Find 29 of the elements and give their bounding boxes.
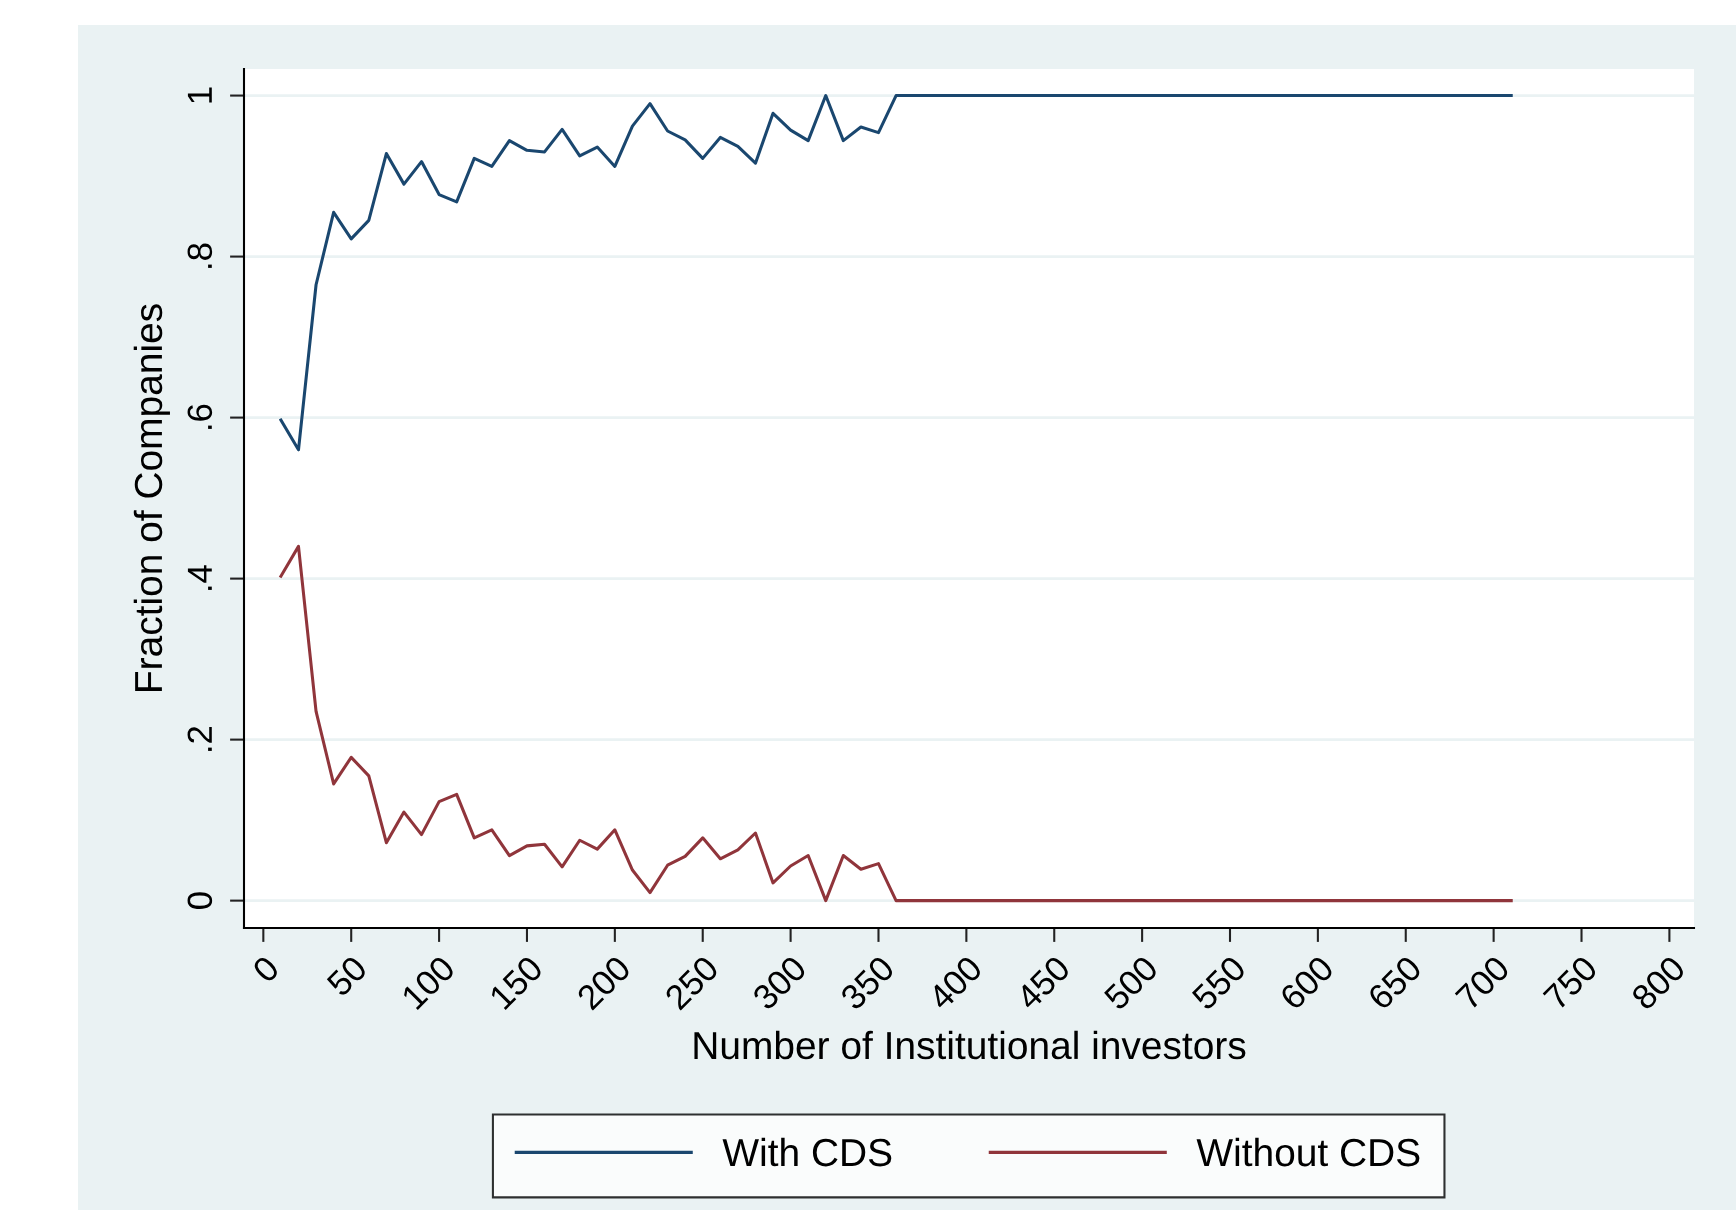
x-tick-label: 500 [1102, 954, 1160, 1012]
y-tick-label: .6 [187, 404, 213, 429]
x-tick-label: 800 [1630, 954, 1687, 1011]
x-tick-label: 50 [325, 954, 369, 998]
y-tick-label: 1 [187, 87, 212, 103]
x-tick-label: 250 [663, 954, 720, 1011]
x-tick-label: 350 [839, 954, 896, 1012]
x-tick-label: 150 [488, 954, 545, 1011]
x-tick-label: 300 [751, 954, 808, 1012]
legend-label: Without CDS [1196, 1137, 1420, 1167]
y-tick-label: 0 [187, 892, 213, 909]
y-tick-label: .8 [187, 243, 213, 268]
y-tick-label: .2 [187, 726, 212, 751]
x-tick-label: 200 [575, 954, 632, 1011]
x-tick-label: 750 [1542, 954, 1599, 1011]
y-axis-title: Fraction of Companies [133, 304, 170, 691]
x-tick-label: 700 [1454, 954, 1511, 1011]
x-tick-label: 0 [251, 954, 281, 984]
x-tick-label: 550 [1190, 954, 1248, 1012]
x-tick-label: 100 [400, 954, 457, 1011]
x-axis-title: Number of Institutional investors [694, 1030, 1246, 1060]
x-tick-label: 600 [1278, 954, 1335, 1011]
line-series [279, 544, 1513, 903]
x-tick-label: 450 [1014, 954, 1072, 1012]
legend-label: With CDS [722, 1137, 892, 1167]
x-tick-label: 650 [1366, 954, 1423, 1011]
line-series [279, 94, 1513, 452]
x-tick-label: 400 [926, 954, 984, 1012]
y-tick-label: .4 [187, 565, 212, 590]
